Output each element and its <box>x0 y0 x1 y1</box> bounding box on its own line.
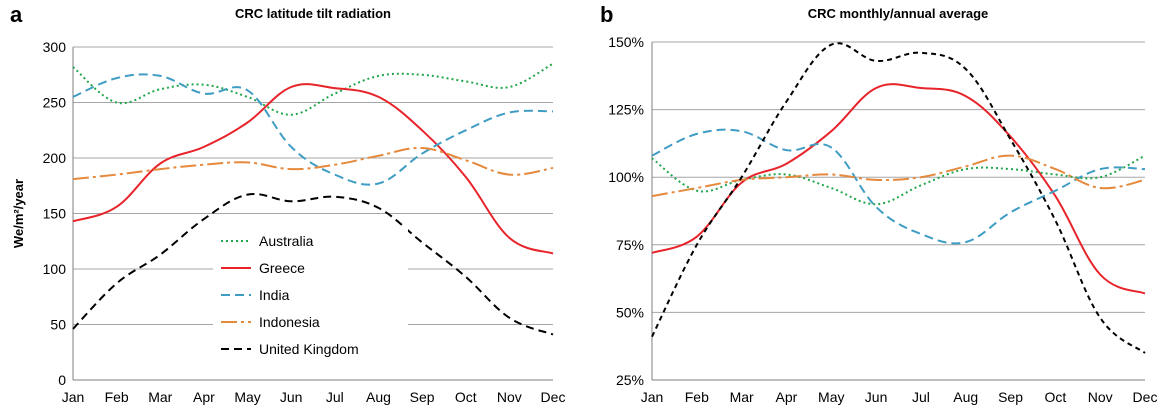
x-tick-label: Aug <box>953 389 978 405</box>
chart-title: CRC latitude tilt radiation <box>235 6 391 21</box>
x-tick-label: Jun <box>280 389 303 405</box>
x-tick-label: May <box>234 389 260 405</box>
x-tick-label: Apr <box>776 389 798 405</box>
y-tick-label: 0 <box>58 372 66 388</box>
y-tick-label: 125% <box>608 102 644 118</box>
x-tick-label: Mar <box>730 389 754 405</box>
y-tick-label: 300 <box>43 39 67 55</box>
x-tick-label: Feb <box>685 389 709 405</box>
chart-title: CRC monthly/annual average <box>808 6 989 21</box>
series-line-indonesia <box>72 146 554 181</box>
legend-label: Greece <box>259 260 305 276</box>
y-tick-label: 50% <box>616 304 644 320</box>
series-line-united-kingdom <box>72 192 554 336</box>
x-tick-label: Oct <box>1044 389 1066 405</box>
series-line-australia <box>651 154 1146 206</box>
series-line-greece <box>651 83 1146 295</box>
y-tick-label: 250 <box>43 95 67 111</box>
x-tick-label: Jun <box>865 389 888 405</box>
x-tick-label: Dec <box>1133 389 1158 405</box>
series-line-india <box>72 73 554 186</box>
chart-panel-a: a CRC latitude tilt radiation 0 50 100 150 200… <box>10 2 565 405</box>
legend-box <box>213 227 408 366</box>
x-tick-label: Nov <box>497 389 522 405</box>
x-tick-label: Oct <box>455 389 477 405</box>
x-tick-label: Sep <box>410 389 435 405</box>
legend: Australia Greece India Indonesia United King… <box>213 227 408 366</box>
y-tick-label: 100 <box>43 261 67 277</box>
panel-letter: a <box>10 2 23 27</box>
x-tick-label: Dec <box>541 389 566 405</box>
series-line-greece <box>72 83 554 255</box>
y-tick-label: 150% <box>608 34 644 50</box>
series-line-indonesia <box>651 154 1146 198</box>
y-tick-label: 75% <box>616 237 644 253</box>
x-tick-label: Jan <box>62 389 85 405</box>
series-line-india <box>651 128 1146 245</box>
x-tick-label: Sep <box>998 389 1023 405</box>
y-axis-label: We/m²/year <box>11 179 26 248</box>
x-tick-label: May <box>818 389 844 405</box>
x-tick-label: Aug <box>366 389 391 405</box>
chart-panel-b: b CRC monthly/annual average 25% 50% 75% 100%… <box>600 2 1157 405</box>
series-line-australia <box>72 62 554 116</box>
y-tick-label: 50 <box>50 317 66 333</box>
x-tick-label: Nov <box>1088 389 1113 405</box>
x-tick-label: Jul <box>912 389 930 405</box>
legend-label: Indonesia <box>259 314 320 330</box>
x-tick-label: Mar <box>148 389 172 405</box>
panel-letter: b <box>600 2 613 27</box>
series-line-united-kingdom <box>651 42 1146 354</box>
x-tick-label: Apr <box>193 389 215 405</box>
legend-label: United Kingdom <box>259 341 359 357</box>
y-tick-label: 100% <box>608 169 644 185</box>
legend-label: India <box>259 287 290 303</box>
y-tick-label: 200 <box>43 150 67 166</box>
x-tick-label: Jan <box>641 389 664 405</box>
y-tick-label: 150 <box>43 206 67 222</box>
legend-label: Australia <box>259 233 314 249</box>
y-tick-label: 25% <box>616 372 644 388</box>
x-tick-label: Feb <box>105 389 129 405</box>
x-tick-label: Jul <box>326 389 344 405</box>
